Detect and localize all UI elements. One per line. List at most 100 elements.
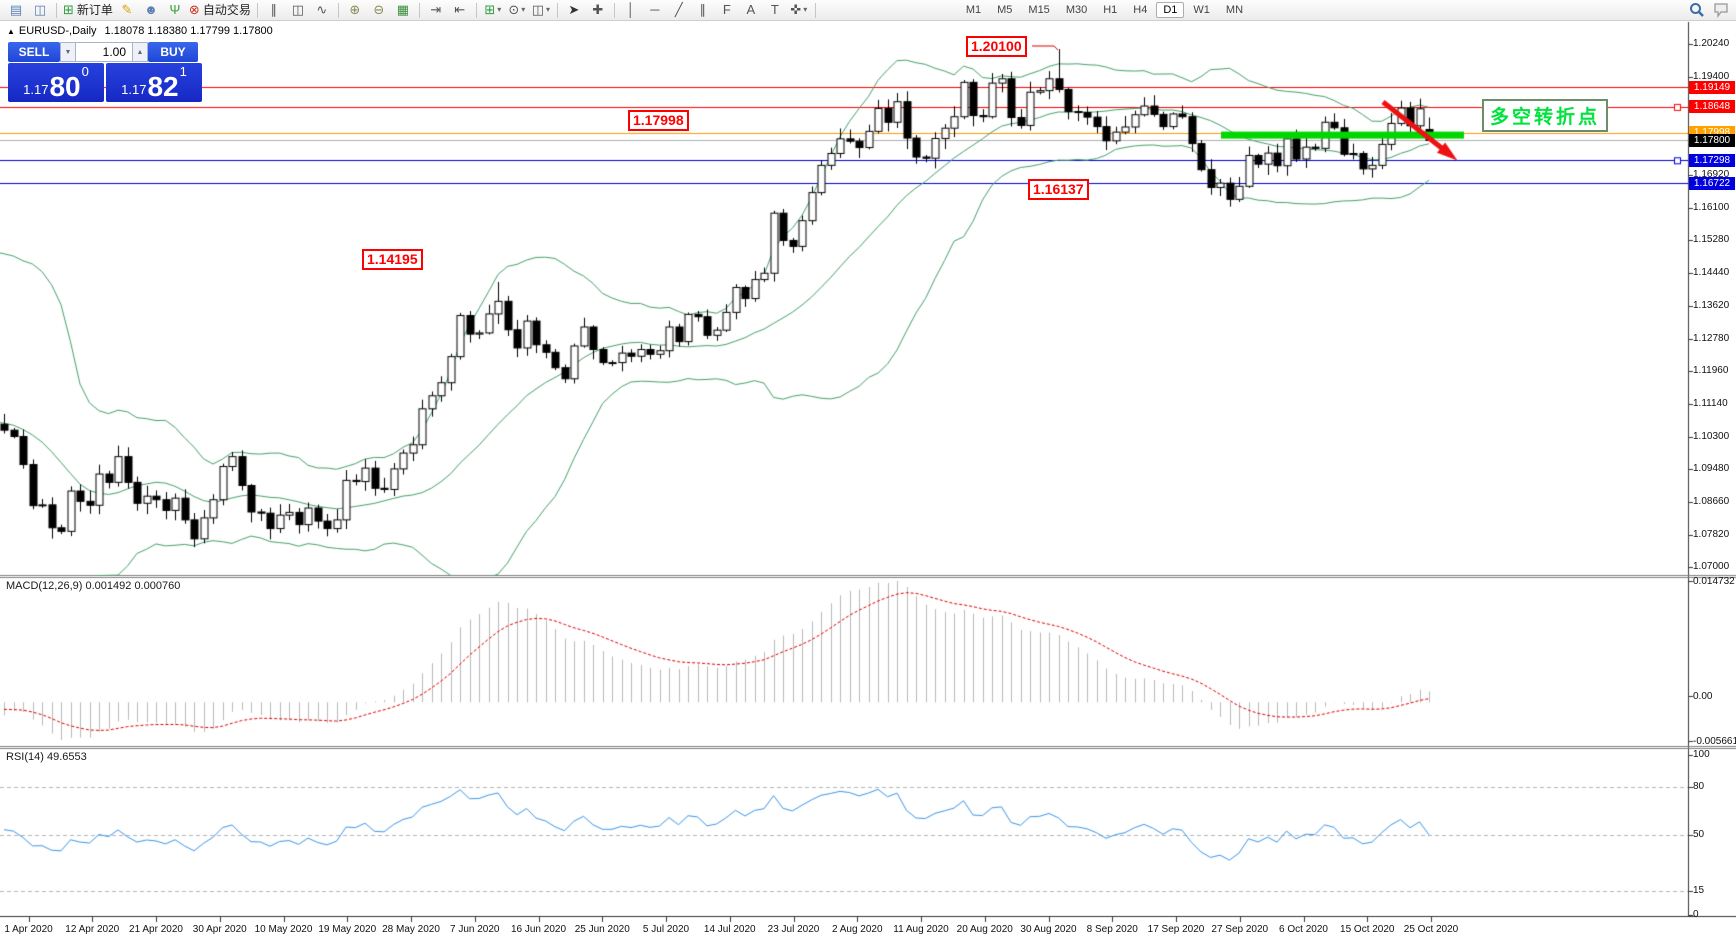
date-tick: 15 Oct 2020: [1340, 924, 1395, 935]
trendline-icon[interactable]: ╱: [674, 2, 683, 17]
signals-icon[interactable]: Ψ: [169, 2, 181, 17]
quote-high: 1.18380: [147, 25, 188, 37]
price-tick: 1.10300: [1693, 430, 1730, 442]
price-tick: 1.20240: [1693, 38, 1730, 49]
rsi-tick: 15: [1693, 885, 1705, 896]
buy-price-prefix: 1.17: [121, 82, 147, 97]
toolbar-right-icons: [1689, 2, 1730, 18]
date-tick: 5 Jul 2020: [642, 924, 690, 935]
macd-tick: 0.00: [1693, 691, 1713, 702]
volume-increase-button[interactable]: ▲: [132, 42, 148, 62]
date-tick: 25 Oct 2020: [1403, 924, 1459, 935]
styler-icon[interactable]: ✎: [121, 2, 133, 17]
sell-button[interactable]: SELL: [8, 42, 60, 62]
rsi-tick: 50: [1693, 829, 1705, 840]
date-tick: 27 Sep 2020: [1211, 924, 1269, 935]
quote-close: 1.17800: [233, 25, 273, 37]
timeframe-m30[interactable]: M30: [1065, 4, 1088, 16]
price-tick: 1.11960: [1693, 365, 1729, 377]
toolbar-separator: [475, 2, 477, 18]
timeframe-m15[interactable]: M15: [1028, 4, 1050, 16]
indicators-icon[interactable]: ⊞ ▾: [484, 2, 502, 17]
text-label-icon[interactable]: T: [770, 2, 779, 17]
zoom-in-icon[interactable]: ⊕: [349, 2, 361, 17]
timeframe-w1[interactable]: W1: [1193, 4, 1210, 16]
toolbar-separator: [814, 2, 816, 18]
buy-price-panel[interactable]: 1.17 82 1: [106, 63, 202, 102]
crosshair-icon[interactable]: ✚: [592, 2, 604, 17]
rsi-tick: 100: [1693, 749, 1710, 760]
autotrading-button[interactable]: ⊗ 自动交易: [188, 2, 251, 17]
candlestick-chart-icon[interactable]: ◫: [291, 2, 304, 17]
navigator-icon[interactable]: ◫: [33, 2, 47, 17]
chart-shift-icon[interactable]: ⇤: [454, 2, 466, 17]
channel-icon[interactable]: ∥: [699, 2, 707, 17]
timeframe-h4[interactable]: H4: [1133, 4, 1148, 16]
timeframe-mn[interactable]: MN: [1225, 4, 1244, 16]
fibonacci-icon[interactable]: F: [722, 2, 731, 17]
auto-scroll-icon[interactable]: ⇥: [430, 2, 442, 17]
date-tick: 17 Sep 2020: [1147, 924, 1205, 935]
horizontal-line-icon[interactable]: ─: [650, 2, 660, 17]
timeframe-m5[interactable]: M5: [997, 4, 1013, 16]
price-tag: 1.17800: [1689, 133, 1735, 147]
text-icon[interactable]: A: [746, 2, 756, 17]
periods-icon[interactable]: ⊙ ▾: [508, 2, 526, 17]
market-watch-icon[interactable]: ▤: [9, 2, 23, 17]
timeframe-h1[interactable]: H1: [1103, 4, 1118, 16]
toolbar-separator: [56, 2, 57, 18]
zoom-out-icon[interactable]: ⊖: [373, 2, 385, 17]
bar-chart-icon[interactable]: ∥: [270, 2, 278, 17]
quote-open: 1.18078: [104, 25, 145, 37]
volume-input[interactable]: [76, 42, 132, 62]
toolbar-separator: [337, 2, 339, 18]
new-order-button[interactable]: ⊞ 新订单: [63, 2, 113, 17]
toolbar-separator: [613, 2, 615, 18]
price-label-annotation[interactable]: 1.20100: [966, 36, 1027, 57]
chat-icon[interactable]: [1713, 2, 1730, 18]
price-tag: 1.18648: [1689, 100, 1735, 114]
date-tick: 7 Jun 2020: [450, 924, 500, 935]
timeframe-d1[interactable]: D1: [1156, 2, 1185, 18]
price-label-annotation[interactable]: 1.14195: [362, 249, 423, 270]
symbol-period: EURUSD-,Daily: [18, 25, 97, 37]
macd-tick: 0.014732: [1693, 576, 1735, 587]
date-tick: 19 May 2020: [318, 924, 377, 935]
buy-button[interactable]: BUY: [148, 42, 198, 62]
price-label-annotation[interactable]: 1.16137: [1028, 179, 1089, 200]
date-tick: 30 Aug 2020: [1020, 924, 1077, 935]
rsi-label: RSI(14) 49.6553: [6, 751, 87, 763]
turning-point-annotation[interactable]: 多空转折点: [1482, 99, 1609, 132]
collapse-icon[interactable]: ▲: [7, 27, 15, 36]
templates-icon[interactable]: ◫ ▾: [531, 2, 550, 17]
quote-low: 1.17799: [190, 25, 230, 37]
price-tag: 1.16722: [1689, 176, 1735, 190]
toolbar-separator: [256, 2, 258, 18]
tile-windows-icon[interactable]: ▦: [396, 2, 409, 17]
community-icon[interactable]: ☻: [144, 2, 158, 17]
toolbar-separator: [418, 2, 420, 18]
price-tick: 1.16920: [1693, 169, 1730, 181]
price-tick: 1.07820: [1693, 528, 1730, 540]
cursor-icon[interactable]: ➤: [568, 2, 580, 17]
arrows-icon[interactable]: ✜ ▾: [790, 2, 808, 17]
date-tick: 1 Apr 2020: [4, 924, 53, 935]
volume-decrease-button[interactable]: ▼: [60, 42, 76, 62]
search-icon[interactable]: [1689, 2, 1705, 18]
date-tick: 8 Sep 2020: [1086, 924, 1138, 935]
price-tick: 1.14440: [1693, 267, 1730, 279]
date-tick: 16 Jun 2020: [510, 924, 567, 935]
date-tick: 28 May 2020: [382, 924, 440, 935]
toolbar: ▤ ◫ ⊞ 新订单 ✎ ☻ Ψ ⊗ 自动交易 ∥ ◫ ∿ ⊕ ⊖ ▦ ⇥ ⇤ ⊞ ▾ ⊙ ▾ ◫ ▾ ➤ ✚ │ ─ ╱ ∥ F A T ✜ ▾ M…: [0, 0, 1736, 21]
timeframe-m1[interactable]: M1: [965, 4, 982, 16]
price-tag: 1.17298: [1689, 153, 1735, 167]
rsi-tick: 80: [1693, 781, 1705, 792]
vertical-line-icon[interactable]: │: [626, 2, 635, 17]
price-label-annotation[interactable]: 1.17998: [628, 110, 689, 131]
sell-price-panel[interactable]: 1.17 80 0: [8, 63, 104, 102]
price-tick: 1.12780: [1693, 332, 1730, 344]
line-chart-icon[interactable]: ∿: [316, 2, 328, 17]
buy-price-big: 82: [147, 71, 179, 102]
